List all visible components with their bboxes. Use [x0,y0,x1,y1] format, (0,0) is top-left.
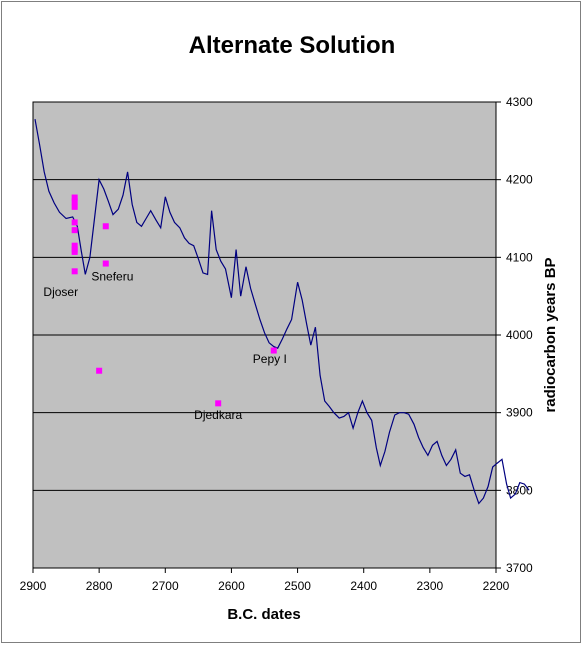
x-tick-label: 2200 [483,579,510,593]
series-line [34,118,530,505]
data-point [71,194,78,201]
annotation-label: Pepy I [253,352,287,366]
y-tick-label: 3900 [506,406,533,420]
x-tick-label: 2900 [20,579,47,593]
data-point [71,248,78,255]
annotations-group: Djoser Sneferu Pepy I Djedkara [43,270,286,422]
data-point [71,268,78,275]
data-point [71,198,78,205]
series-line-group [34,118,530,505]
x-tick-label: 2800 [86,579,113,593]
y-tick-label: 4000 [506,328,533,342]
x-tick-label: 2600 [218,579,245,593]
x-tick-label: 2400 [350,579,377,593]
x-axis-title: B.C. dates [227,606,300,623]
y-tick-label: 3700 [506,561,533,575]
data-point [71,203,78,210]
data-point [102,260,109,267]
chart-title: Alternate Solution [189,32,396,59]
annotation-label: Sneferu [91,270,133,284]
y-tick-label: 4300 [506,95,533,109]
y-axis-title: radiocarbon years BP [542,257,559,412]
x-tick-label: 2500 [284,579,311,593]
data-point [71,242,78,249]
y-tick-label: 4100 [506,250,533,264]
annotation-label: Djoser [43,285,78,299]
data-point [71,219,78,226]
gridlines [33,179,496,491]
annotation-label: Djedkara [194,408,242,422]
data-point [270,347,277,354]
x-tick-label: 2300 [417,579,444,593]
data-point [102,223,109,230]
data-point [96,367,103,374]
x-axis: 2900 2800 2700 2600 2500 2400 2300 2200 [20,568,510,593]
y-tick-label: 4200 [506,173,533,187]
data-point [71,227,78,234]
data-point [215,400,222,407]
x-tick-label: 2700 [152,579,179,593]
series-markers-group [71,194,277,407]
